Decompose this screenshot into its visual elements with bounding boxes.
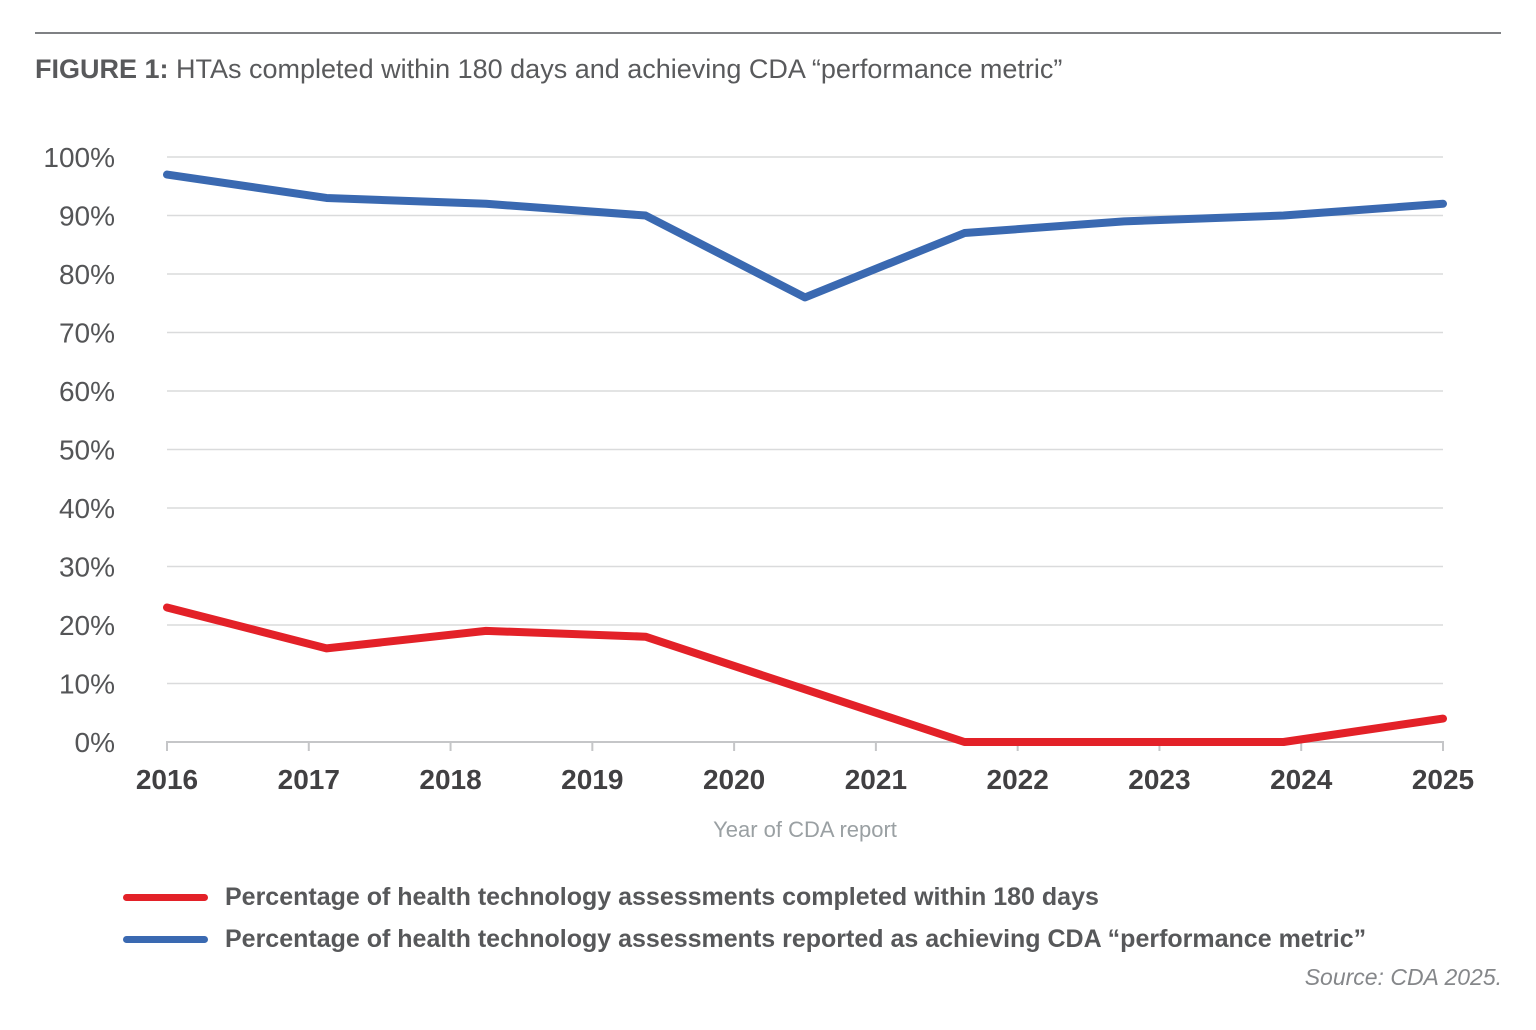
x-tick-label: 2019 (561, 764, 623, 795)
x-tick-label: 2018 (419, 764, 481, 795)
legend-label-red: Percentage of health technology assessme… (225, 882, 1099, 911)
figure-title-text: HTAs completed within 180 days and achie… (168, 54, 1063, 84)
y-tick-label: 10% (59, 669, 115, 700)
x-tick-label: 2023 (1128, 764, 1190, 795)
y-tick-label: 60% (59, 376, 115, 407)
red-series-line (163, 603, 1447, 746)
y-tick-label: 30% (59, 552, 115, 583)
y-tick-label: 40% (59, 493, 115, 524)
y-tick-label: 90% (59, 201, 115, 232)
legend-label-blue: Percentage of health technology assessme… (225, 924, 1367, 953)
legend-item-red: Percentage of health technology assessme… (123, 882, 1366, 911)
y-tick-label: 20% (59, 610, 115, 641)
legend-item-blue: Percentage of health technology assessme… (123, 924, 1367, 953)
x-tick-label: 2024 (1270, 764, 1333, 795)
x-tick-label: 2021 (845, 764, 907, 795)
top-divider-rule (35, 32, 1501, 34)
legend: Percentage of health technology assessme… (123, 882, 1367, 968)
blue-series-line (163, 170, 1447, 302)
legend-swatch-red-line (123, 893, 208, 901)
x-tick-label: 2020 (703, 764, 765, 795)
figure-title: FIGURE 1: HTAs completed within 180 days… (35, 54, 1062, 85)
x-tick-label: 2022 (987, 764, 1049, 795)
source-note: Source: CDA 2025. (1304, 964, 1502, 990)
y-tick-label: 0% (75, 727, 115, 758)
y-tick-label: 70% (59, 318, 115, 349)
x-tick-label: 2017 (278, 764, 340, 795)
x-tick-label: 2025 (1412, 764, 1474, 795)
figure-title-prefix: FIGURE 1: (35, 54, 169, 84)
y-tick-label: 100% (43, 142, 115, 173)
y-tick-label: 80% (59, 259, 115, 290)
y-tick-label: 50% (59, 435, 115, 466)
x-axis-title: Year of CDA report (713, 817, 897, 842)
legend-swatch-blue-line (123, 935, 208, 943)
x-tick-label: 2016 (136, 764, 198, 795)
